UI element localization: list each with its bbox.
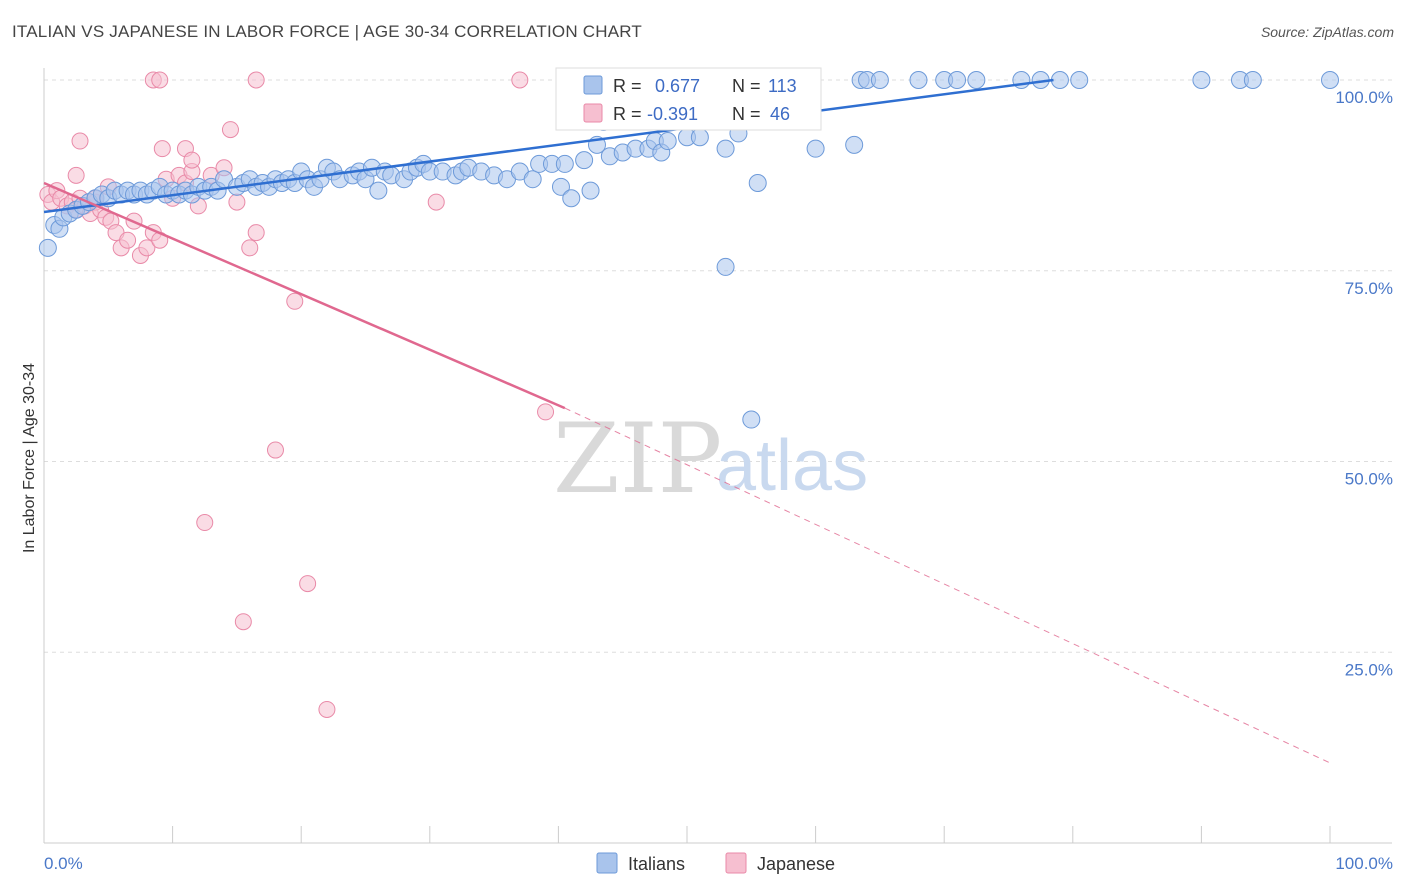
japanese-point-36	[511, 71, 529, 89]
japanese-point-32	[247, 224, 265, 242]
legend-swatch-japanese	[583, 103, 603, 123]
gridlines	[44, 79, 1392, 653]
japanese-point-40	[183, 151, 201, 169]
chart-title: ITALIAN VS JAPANESE IN LABOR FORCE | AGE…	[12, 22, 643, 41]
italian-point-66	[523, 170, 542, 189]
italian-point-82	[658, 132, 677, 151]
japanese-point-50	[67, 166, 85, 184]
japanese-point-16	[119, 231, 137, 249]
italian-point-108	[1321, 71, 1339, 89]
italian-point-69	[555, 154, 574, 173]
bottom-legend-swatch-japanese	[725, 852, 747, 874]
italian-point-111	[748, 174, 767, 193]
watermark-atlas: atlas	[716, 426, 868, 506]
italian-point-99	[948, 71, 967, 89]
japanese-point-49	[427, 193, 445, 211]
japanese-point-48	[537, 403, 555, 421]
trend-lines	[43, 78, 1331, 764]
x-axis-labels: 0.0% 100.0%	[44, 854, 1393, 873]
italian-point-73	[581, 181, 600, 200]
y-tick-label-0: 100.0%	[1335, 88, 1393, 107]
japanese-point-37	[71, 132, 89, 150]
japanese-point-35	[247, 71, 265, 89]
italian-point-92	[806, 139, 825, 158]
japanese-point-38	[153, 140, 171, 158]
series-legend: Italians Japanese	[596, 852, 835, 874]
italian-point-97	[909, 71, 928, 89]
japanese-point-44	[196, 514, 214, 532]
japanese-point-46	[234, 613, 252, 631]
japanese-point-45	[299, 575, 317, 593]
legend-italians-n-label: N =	[732, 76, 761, 96]
y-axis-title: In Labor Force | Age 30-34	[21, 363, 38, 553]
italian-point-103	[1050, 71, 1069, 89]
correlation-legend: R = 0.677 N = 113 R = -0.391 N = 46	[555, 67, 822, 131]
italian-point-70	[551, 177, 570, 196]
legend-japanese-n-value: 46	[770, 104, 790, 124]
bottom-legend-japanese: Japanese	[757, 854, 835, 874]
japanese-point-31	[241, 239, 259, 257]
legend-swatch-italians	[583, 75, 603, 95]
x-tick-label-max: 100.0%	[1335, 854, 1393, 873]
italian-point-85	[690, 128, 709, 147]
y-tick-label-2: 50.0%	[1345, 470, 1393, 489]
italian-point-110	[742, 410, 761, 429]
italian-point-104	[1070, 71, 1089, 89]
italian-point-105	[1192, 71, 1211, 89]
japanese-point-42	[286, 292, 304, 310]
italian-point-86	[716, 139, 735, 158]
japanese-point-41	[221, 121, 239, 139]
y-axis-labels: 100.0% 75.0% 50.0% 25.0%	[1335, 88, 1393, 679]
legend-italians-n-value: 113	[768, 76, 797, 96]
japanese-point-47	[318, 700, 336, 718]
watermark-zip: ZIP	[553, 403, 722, 515]
legend-italians-r-label: R =	[613, 76, 642, 96]
italian-point-50	[369, 181, 388, 200]
y-tick-label-3: 25.0%	[1345, 660, 1393, 679]
italian-point-107	[1243, 71, 1262, 89]
legend-italians-r-value: 0.677	[655, 76, 700, 96]
italian-point-71	[575, 151, 594, 170]
japanese-point-43	[266, 441, 284, 459]
italian-trend-line	[43, 78, 1054, 214]
italian-point-93	[845, 135, 864, 154]
italian-point-109	[716, 257, 735, 276]
watermark: ZIP atlas	[553, 403, 868, 515]
italian-point-96	[870, 71, 889, 89]
source-credit: Source: ZipAtlas.com	[1260, 24, 1394, 40]
legend-japanese-r-value: -0.391	[647, 104, 698, 124]
bottom-legend-italians: Italians	[628, 854, 685, 874]
japanese-point-34	[151, 71, 169, 89]
italian-point-100	[967, 71, 986, 89]
bottom-legend-swatch-italians	[596, 852, 618, 874]
legend-japanese-n-label: N =	[732, 104, 761, 124]
japanese-trend-line	[43, 181, 566, 410]
japanese-trend-extension	[564, 407, 1331, 764]
japanese-point-30	[228, 193, 246, 211]
y-tick-label-1: 75.0%	[1345, 279, 1393, 298]
italian-point-72	[562, 189, 581, 208]
italian-point-0	[38, 238, 57, 257]
japanese-point-19	[138, 239, 156, 257]
x-tick-label-min: 0.0%	[44, 854, 83, 873]
axes	[43, 68, 1392, 844]
legend-japanese-r-label: R =	[613, 104, 642, 124]
